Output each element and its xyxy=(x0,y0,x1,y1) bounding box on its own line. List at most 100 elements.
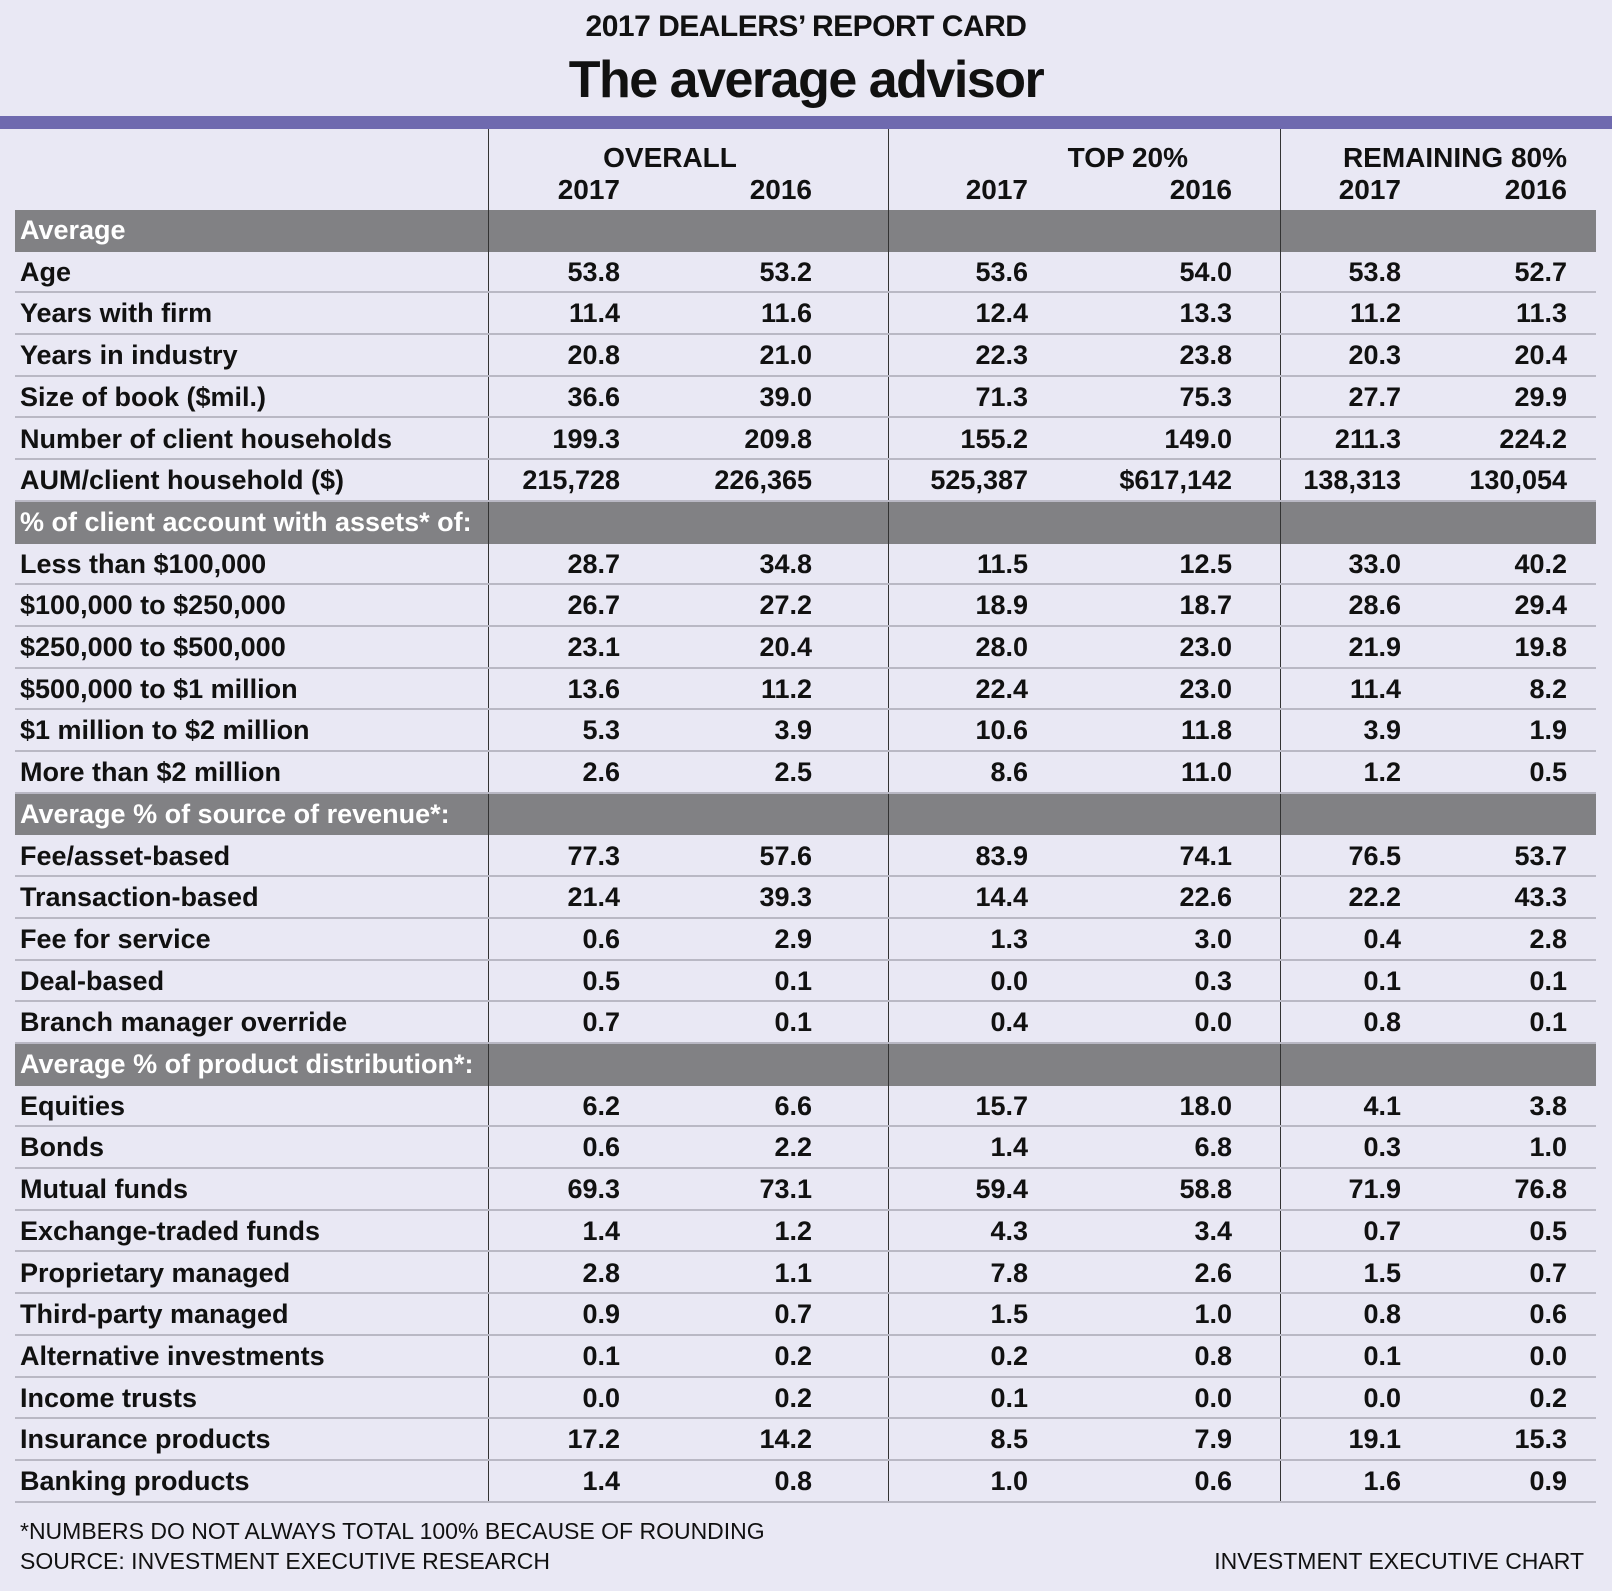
table-cell: 0.1 xyxy=(774,965,812,996)
table-cell: 0.9 xyxy=(582,1299,620,1330)
year-header: 2016 xyxy=(1504,174,1567,205)
column-divider xyxy=(488,210,489,252)
table-cell: 29.4 xyxy=(1514,590,1567,621)
table-cell: 18.7 xyxy=(1179,590,1232,621)
row-label: Size of book ($mil.) xyxy=(20,381,267,412)
row-label: Fee for service xyxy=(20,923,211,954)
table-cell: 0.3 xyxy=(1363,1132,1401,1163)
table-cell: 209.8 xyxy=(744,423,812,454)
table-cell: 22.4 xyxy=(975,673,1028,704)
table-cell: 74.1 xyxy=(1179,840,1232,871)
table-cell: 0.1 xyxy=(990,1382,1028,1413)
table-cell: 3.0 xyxy=(1194,923,1232,954)
table-cell: 71.9 xyxy=(1348,1174,1401,1205)
table-cell: 0.6 xyxy=(1529,1299,1567,1330)
table-cell: 1.3 xyxy=(990,923,1028,954)
table-row: Size of book ($mil.) 36.6 39.0 71.3 75.3 27.7… xyxy=(15,377,1596,419)
row-label: Deal-based xyxy=(20,965,165,996)
table-cell: 10.6 xyxy=(975,715,1028,746)
table-row: Fee/asset-based 77.3 57.6 83.9 74.1 76.5 53.7 xyxy=(15,836,1596,878)
section-label: Average % of product distribution*: xyxy=(20,1049,474,1079)
source-note: SOURCE: INVESTMENT EXECUTIVE RESEARCH xyxy=(20,1548,550,1574)
table-cell: 0.1 xyxy=(1363,1340,1401,1371)
table-cell: 0.2 xyxy=(774,1340,812,1371)
table-row: More than $2 million 2.6 2.5 8.6 11.0 1.2 0.5 xyxy=(15,752,1596,794)
table-cell: 2.6 xyxy=(582,757,620,788)
group-header-top20: TOP 20% xyxy=(1067,142,1188,173)
group-header-remaining80: REMAINING 80% xyxy=(1342,142,1567,173)
table-row: $500,000 to $1 million 13.6 11.2 22.4 23.0 11… xyxy=(15,669,1596,711)
table-row: Branch manager override 0.7 0.1 0.4 0.0 0.8 0.… xyxy=(15,1002,1596,1044)
table-cell: 1.5 xyxy=(1363,1257,1401,1288)
table-cell: 0.7 xyxy=(774,1299,812,1330)
table-row: Banking products 1.4 0.8 1.0 0.6 1.6 0.9 xyxy=(15,1461,1596,1503)
section-label: % of client account with assets* of: xyxy=(20,506,472,537)
table-cell: 39.0 xyxy=(759,381,812,412)
table-cell: 0.9 xyxy=(1529,1466,1567,1496)
table-cell: 1.4 xyxy=(990,1132,1028,1163)
accent-bar xyxy=(0,116,1612,129)
table-cell: 0.0 xyxy=(1194,1382,1232,1413)
table-cell: 26.7 xyxy=(567,590,620,621)
table-cell: 2.5 xyxy=(774,757,812,788)
column-divider xyxy=(1280,210,1281,252)
table-cell: 0.0 xyxy=(1363,1382,1401,1413)
table-cell: 76.8 xyxy=(1514,1174,1567,1205)
table-cell: 18.9 xyxy=(975,590,1028,621)
table-cell: 4.1 xyxy=(1363,1090,1401,1121)
table-cell: 1.6 xyxy=(1363,1466,1401,1496)
table-cell: 211.3 xyxy=(1334,423,1401,454)
table-cell: 0.1 xyxy=(1529,1007,1567,1038)
section-header: Average xyxy=(15,210,1596,252)
table-row: Income trusts 0.0 0.2 0.1 0.0 0.0 0.2 xyxy=(15,1378,1596,1420)
table-cell: 53.7 xyxy=(1514,840,1567,871)
table-row: Proprietary managed 2.8 1.1 7.8 2.6 1.5 0.7 xyxy=(15,1253,1596,1295)
table-cell: 1.0 xyxy=(1529,1132,1567,1163)
table-cell: 0.7 xyxy=(1529,1257,1567,1288)
row-label: Income trusts xyxy=(20,1382,198,1413)
table-cell: 36.6 xyxy=(567,381,620,412)
table-cell: 15.7 xyxy=(975,1090,1028,1121)
column-divider xyxy=(1280,793,1281,836)
table-cell: 4.3 xyxy=(990,1215,1028,1246)
row-label: Transaction-based xyxy=(20,882,259,913)
table-cell: 23.0 xyxy=(1179,673,1232,704)
chart-credit: INVESTMENT EXECUTIVE CHART xyxy=(1214,1548,1584,1574)
table-row: Alternative investments 0.1 0.2 0.2 0.8 0.1 0.… xyxy=(15,1336,1596,1378)
table-cell: 1.0 xyxy=(990,1466,1028,1496)
table-cell: 0.0 xyxy=(1194,1007,1232,1038)
table-cell: 22.6 xyxy=(1179,882,1232,913)
table-cell: 0.8 xyxy=(774,1466,812,1496)
table-cell: 2.8 xyxy=(582,1257,620,1288)
table-cell: 1.2 xyxy=(1363,757,1401,788)
table-cell: 12.4 xyxy=(975,298,1028,329)
table-cell: 11.3 xyxy=(1515,298,1567,329)
table-row: $1 million to $2 million 5.3 3.9 10.6 11.8 3.… xyxy=(15,710,1596,753)
column-divider xyxy=(488,1044,489,1086)
table-cell: 7.9 xyxy=(1194,1424,1232,1455)
table-cell: 6.2 xyxy=(582,1090,620,1121)
table-cell: 138,313 xyxy=(1303,465,1401,496)
table-cell: 11.0 xyxy=(1180,757,1232,788)
table-cell: 0.2 xyxy=(774,1382,812,1413)
table-cell: 224.2 xyxy=(1499,423,1567,454)
row-label: Years in industry xyxy=(20,340,238,371)
section-header: % of client account with assets* of: xyxy=(15,501,1596,544)
table-cell: 0.7 xyxy=(1363,1215,1401,1246)
table-row: $100,000 to $250,000 26.7 27.2 18.9 18.7 28.6… xyxy=(15,585,1596,627)
table-cell: 27.7 xyxy=(1348,381,1401,412)
table-cell: 0.5 xyxy=(1529,1215,1567,1246)
table-cell: 0.0 xyxy=(990,965,1028,996)
table-cell: 21.0 xyxy=(759,340,812,371)
table-cell: 0.3 xyxy=(1194,965,1232,996)
row-label: Mutual funds xyxy=(20,1174,188,1205)
table-cell: 53.8 xyxy=(567,256,620,287)
table-cell: 1.4 xyxy=(582,1215,620,1246)
table-cell: 0.2 xyxy=(990,1340,1028,1371)
table-cell: 5.3 xyxy=(582,715,620,746)
table-cell: 27.2 xyxy=(759,590,812,621)
section-header: Average % of product distribution*: xyxy=(15,1044,1596,1086)
section-label: Average xyxy=(20,215,126,245)
table-cell: 6.8 xyxy=(1194,1132,1232,1163)
table-cell: 2.9 xyxy=(774,923,812,954)
